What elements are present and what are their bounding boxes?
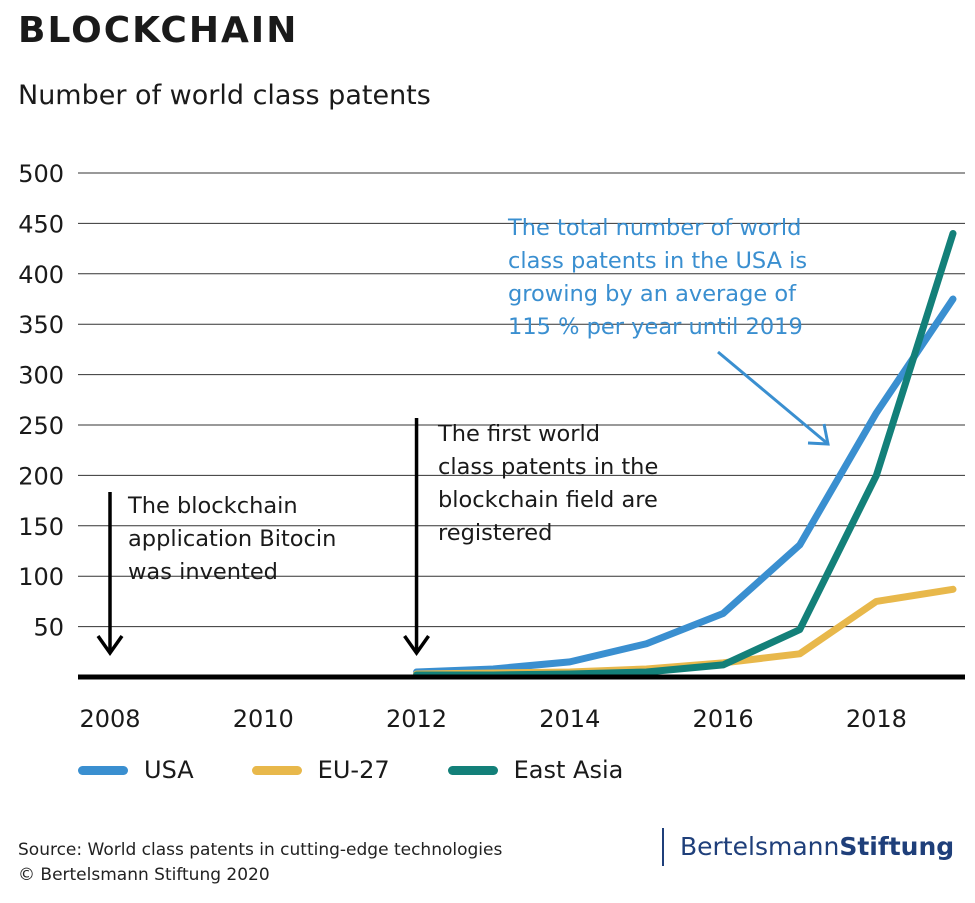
- annotation-first-patents: The first world class patents in the blo…: [438, 418, 658, 550]
- arrow-usa-shaft: [717, 350, 829, 446]
- annotation-usa-growth: The total number of world class patents …: [508, 212, 807, 344]
- annotation-usa-growth-line: The total number of world: [508, 215, 802, 241]
- legend-swatch-usa: [78, 765, 128, 775]
- annotation-bitcoin-line: The blockchain: [128, 493, 298, 519]
- y-tick-label: 250: [18, 412, 64, 440]
- y-tick-label: 400: [18, 261, 64, 289]
- annotation-usa-growth-line: 115 % per year until 2019: [508, 314, 803, 340]
- x-tick-label: 2016: [693, 705, 754, 733]
- chart-legend: USA EU-27 East Asia: [78, 756, 681, 784]
- legend-swatch-eu27: [251, 765, 302, 775]
- legend-item-east-asia: East Asia: [447, 756, 624, 784]
- chart-subtitle: Number of world class patents: [18, 80, 431, 111]
- grid-lines: [78, 172, 965, 628]
- annotation-first-patents-line: The first world: [438, 421, 601, 447]
- source-line: Source: World class patents in cutting-e…: [18, 840, 503, 860]
- legend-swatch-east-asia: [447, 765, 498, 775]
- arrow-usa-head: [807, 423, 830, 446]
- annotation-bitcoin-line: was invented: [128, 559, 278, 585]
- annotation-bitcoin-line: application Bitocin: [128, 526, 337, 552]
- brand-bold: Stiftung: [839, 832, 955, 861]
- x-tick-label: 2008: [79, 705, 140, 733]
- copyright-line: © Bertelsmann Stiftung 2020: [18, 865, 270, 885]
- y-tick-label: 350: [18, 311, 64, 339]
- y-tick-label: 50: [33, 614, 64, 642]
- annotation-first-patents-line: registered: [438, 520, 553, 546]
- annotation-bitcoin: The blockchain application Bitocin was i…: [128, 490, 336, 589]
- series-line-usa: [413, 295, 957, 676]
- y-tick-label: 200: [18, 462, 64, 490]
- x-tick-label: 2012: [386, 705, 447, 733]
- y-tick-label: 150: [18, 513, 64, 541]
- legend-label-usa: USA: [144, 756, 194, 784]
- legend-item-eu27: EU-27: [251, 756, 390, 784]
- y-tick-label: 100: [18, 563, 64, 591]
- annotation-first-patents-line: blockchain field are: [438, 487, 658, 513]
- legend-item-usa: USA: [78, 756, 194, 784]
- annotation-arrows: [96, 350, 830, 657]
- annotation-usa-growth-line: growing by an average of: [508, 281, 797, 307]
- annotation-first-patents-line: class patents in the: [438, 454, 659, 480]
- x-tick-label: 2010: [233, 705, 294, 733]
- legend-label-east-asia: East Asia: [513, 756, 624, 784]
- brand-regular: Bertelsmann: [680, 832, 840, 861]
- legend-label-eu27: EU-27: [317, 756, 390, 784]
- chart-title: BLOCKCHAIN: [18, 10, 299, 51]
- y-tick-label: 450: [18, 210, 64, 238]
- y-axis-ticks: 50 100 150 200 250 300 350 400 450 500: [18, 160, 64, 642]
- arrow-bitcoin-head: [96, 634, 124, 657]
- arrow-first-patents-head: [403, 634, 430, 657]
- x-tick-label: 2014: [539, 705, 600, 733]
- y-tick-label: 300: [18, 362, 64, 390]
- brand-logo: BertelsmannStiftung: [662, 828, 954, 866]
- annotation-usa-growth-line: class patents in the USA is: [508, 248, 808, 274]
- x-tick-label: 2018: [846, 705, 907, 733]
- source-note: Source: World class patents in cutting-e…: [18, 838, 502, 888]
- y-tick-label: 500: [18, 160, 64, 188]
- x-axis-ticks: 2008 2010 2012 2014 2016 2018: [79, 705, 906, 733]
